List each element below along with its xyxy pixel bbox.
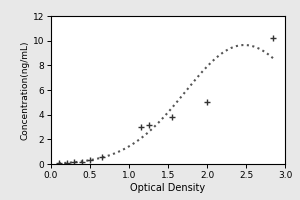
Y-axis label: Concentration(ng/mL): Concentration(ng/mL) [21, 40, 30, 140]
X-axis label: Optical Density: Optical Density [130, 183, 206, 193]
